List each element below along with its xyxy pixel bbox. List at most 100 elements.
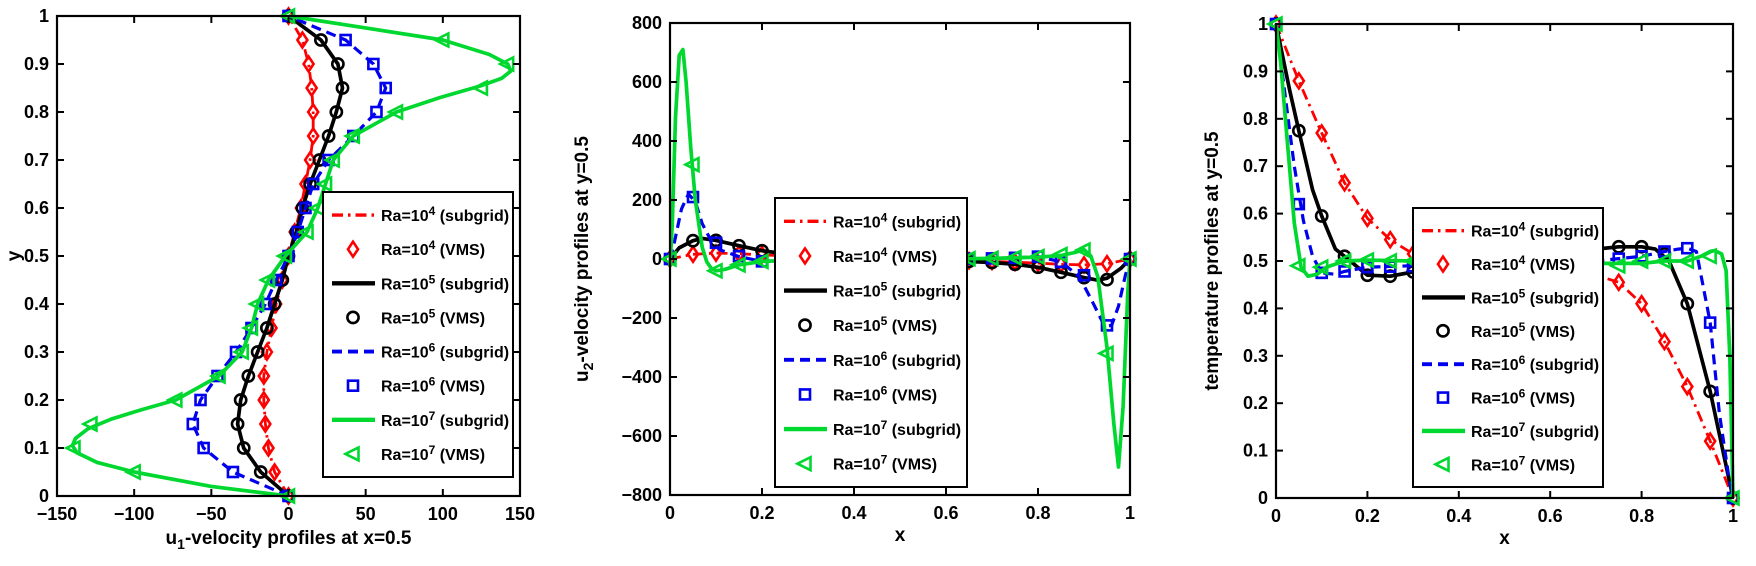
y-tick-label: 0 bbox=[1258, 488, 1268, 508]
y-axis-label: u2-velocity profiles at y=0.5 bbox=[572, 136, 596, 382]
circle-marker-icon bbox=[1436, 323, 1450, 338]
y-tick-label: 0.7 bbox=[1243, 156, 1268, 176]
y-tick-label: 0.5 bbox=[1243, 251, 1268, 271]
legend-entry: Ra=104 (subgrid) bbox=[1422, 220, 1599, 241]
circle-marker-icon bbox=[1314, 209, 1329, 223]
diamond-marker-icon bbox=[302, 54, 316, 74]
triangle-left-marker-icon bbox=[342, 445, 360, 463]
y-tick-label: 0.7 bbox=[24, 150, 49, 170]
triangle-left-marker-icon bbox=[165, 391, 183, 409]
square-marker-icon bbox=[1077, 268, 1091, 282]
x-tick-label: 0 bbox=[1271, 506, 1281, 526]
u2-velocity-plot-legend: Ra=104 (subgrid) Ra=104 (VMS) Ra=105 (subg… bbox=[774, 197, 968, 488]
diamond-marker-icon bbox=[1612, 272, 1626, 293]
y-tick-label: 0.2 bbox=[1243, 393, 1268, 413]
diamond-marker-icon bbox=[257, 366, 271, 386]
legend-entry: Ra=106 (VMS) bbox=[346, 375, 485, 396]
x-tick-label: −150 bbox=[37, 504, 78, 524]
x-tick-label: 0.8 bbox=[1025, 503, 1050, 523]
square-marker-icon bbox=[186, 417, 200, 431]
y-tick-label: 0.9 bbox=[1243, 61, 1268, 81]
y-tick-label: 0.8 bbox=[24, 102, 49, 122]
circle-marker-icon bbox=[321, 129, 336, 143]
square-marker-icon bbox=[1436, 391, 1450, 404]
triangle-left-marker-icon bbox=[751, 252, 769, 270]
series-line bbox=[191, 14, 388, 498]
y-tick-label: 1 bbox=[1258, 14, 1268, 34]
triangle-left-marker-icon bbox=[208, 367, 226, 385]
legend-entry-label: Ra=104 (VMS) bbox=[833, 245, 937, 266]
square-marker-icon bbox=[367, 57, 380, 71]
square-marker-icon bbox=[226, 465, 240, 479]
diamond-marker-icon bbox=[686, 244, 700, 265]
triangle-left-marker-icon bbox=[728, 256, 746, 274]
legend-entry-label: Ra=107 (subgrid) bbox=[1471, 420, 1599, 441]
triangle-left-marker-icon bbox=[1631, 252, 1649, 270]
legend-entry-label: Ra=107 (VMS) bbox=[1471, 453, 1575, 474]
y-tick-label: −600 bbox=[621, 426, 662, 446]
legend-entry-label: Ra=104 (subgrid) bbox=[381, 204, 509, 225]
x-tick-label: 50 bbox=[356, 504, 376, 524]
triangle-left-marker-icon bbox=[794, 455, 812, 473]
triangle-left-marker-icon bbox=[432, 31, 450, 49]
square-marker-icon bbox=[709, 236, 723, 250]
x-axis-label: x bbox=[1499, 528, 1510, 549]
square-marker-icon bbox=[1703, 316, 1717, 329]
triangle-left-marker-icon bbox=[241, 319, 259, 337]
circle-marker-icon bbox=[241, 369, 256, 383]
legend-entry: Ra=105 (VMS) bbox=[346, 306, 485, 327]
series-line bbox=[669, 251, 1131, 267]
legend-entry-label: Ra=106 (VMS) bbox=[833, 383, 937, 404]
u1-velocity-plot-axes: −150 −100 −50 0 50 100 150 0 0.1 0.2 0.3 0.4 0.5 0.6 0… bbox=[4, 6, 535, 552]
square-marker-icon bbox=[370, 105, 383, 119]
legend-entry: Ra=106 (subgrid) bbox=[1422, 353, 1599, 374]
legend-entry-label: Ra=106 (subgrid) bbox=[1471, 353, 1599, 374]
circle-marker-icon bbox=[259, 321, 274, 335]
legend-entry: Ra=106 (VMS) bbox=[798, 383, 937, 404]
legend-entry: Ra=107 (VMS) bbox=[794, 453, 937, 474]
x-tick-label: 150 bbox=[505, 504, 535, 524]
diamond-marker-icon bbox=[1100, 253, 1114, 274]
x-tick-label: −50 bbox=[196, 504, 227, 524]
diamond-marker-icon bbox=[1703, 431, 1717, 451]
y-tick-label: 0.4 bbox=[1243, 298, 1268, 318]
triangle-left-marker-icon bbox=[1096, 344, 1114, 363]
legend-entry-label: Ra=106 (subgrid) bbox=[833, 349, 961, 370]
x-tick-label: 100 bbox=[428, 504, 458, 524]
temperature-plot: 0 0.2 0.4 0.6 0.8 1 0 0.1 0.2 0.3 0.4 0.5 0.6 0.7 0.8 0… bbox=[1202, 14, 1740, 549]
square-marker-icon bbox=[197, 441, 210, 455]
legend-entry: Ra=106 (subgrid) bbox=[784, 349, 961, 370]
y-tick-label: 0.2 bbox=[24, 390, 49, 410]
legend-entry-label: Ra=107 (VMS) bbox=[381, 443, 485, 464]
x-tick-label: 0.6 bbox=[933, 503, 958, 523]
square-marker-icon bbox=[798, 388, 812, 401]
x-tick-label: 0 bbox=[665, 503, 675, 523]
circle-marker-icon bbox=[1291, 123, 1306, 138]
circle-marker-icon bbox=[314, 33, 328, 47]
diamond-marker-icon bbox=[1680, 376, 1694, 397]
diamond-marker-icon bbox=[258, 414, 272, 434]
circle-marker-icon bbox=[233, 393, 248, 407]
circle-marker-icon bbox=[230, 417, 245, 431]
legend-entry-label: Ra=104 (VMS) bbox=[1471, 253, 1575, 274]
legend-entry-label: Ra=105 (subgrid) bbox=[1471, 286, 1599, 307]
x-tick-label: 0.2 bbox=[749, 503, 774, 523]
circle-marker-icon bbox=[329, 105, 344, 119]
square-marker-icon bbox=[259, 297, 272, 311]
legend-entry: Ra=104 (VMS) bbox=[798, 245, 937, 266]
circle-marker-icon bbox=[1100, 272, 1114, 287]
temperature-plot-axes: 0 0.2 0.4 0.6 0.8 1 0 0.1 0.2 0.3 0.4 0.5 0.6 0.7 0.8 0… bbox=[1202, 14, 1738, 549]
circle-marker-icon bbox=[267, 297, 282, 311]
legend-entry: Ra=107 (subgrid) bbox=[332, 409, 509, 430]
diamond-marker-icon bbox=[1383, 229, 1397, 250]
diamond-marker-icon bbox=[798, 246, 812, 266]
square-marker-icon bbox=[291, 225, 305, 239]
diamond-marker-icon bbox=[1360, 208, 1374, 229]
y-tick-label: −400 bbox=[621, 367, 662, 387]
triangle-left-marker-icon bbox=[231, 343, 249, 361]
legend-entry-label: Ra=104 (subgrid) bbox=[1471, 220, 1599, 241]
triangle-left-marker-icon bbox=[1311, 258, 1329, 276]
legend-entry-label: Ra=107 (subgrid) bbox=[381, 409, 509, 430]
legend-entry-label: Ra=106 (VMS) bbox=[381, 375, 485, 396]
